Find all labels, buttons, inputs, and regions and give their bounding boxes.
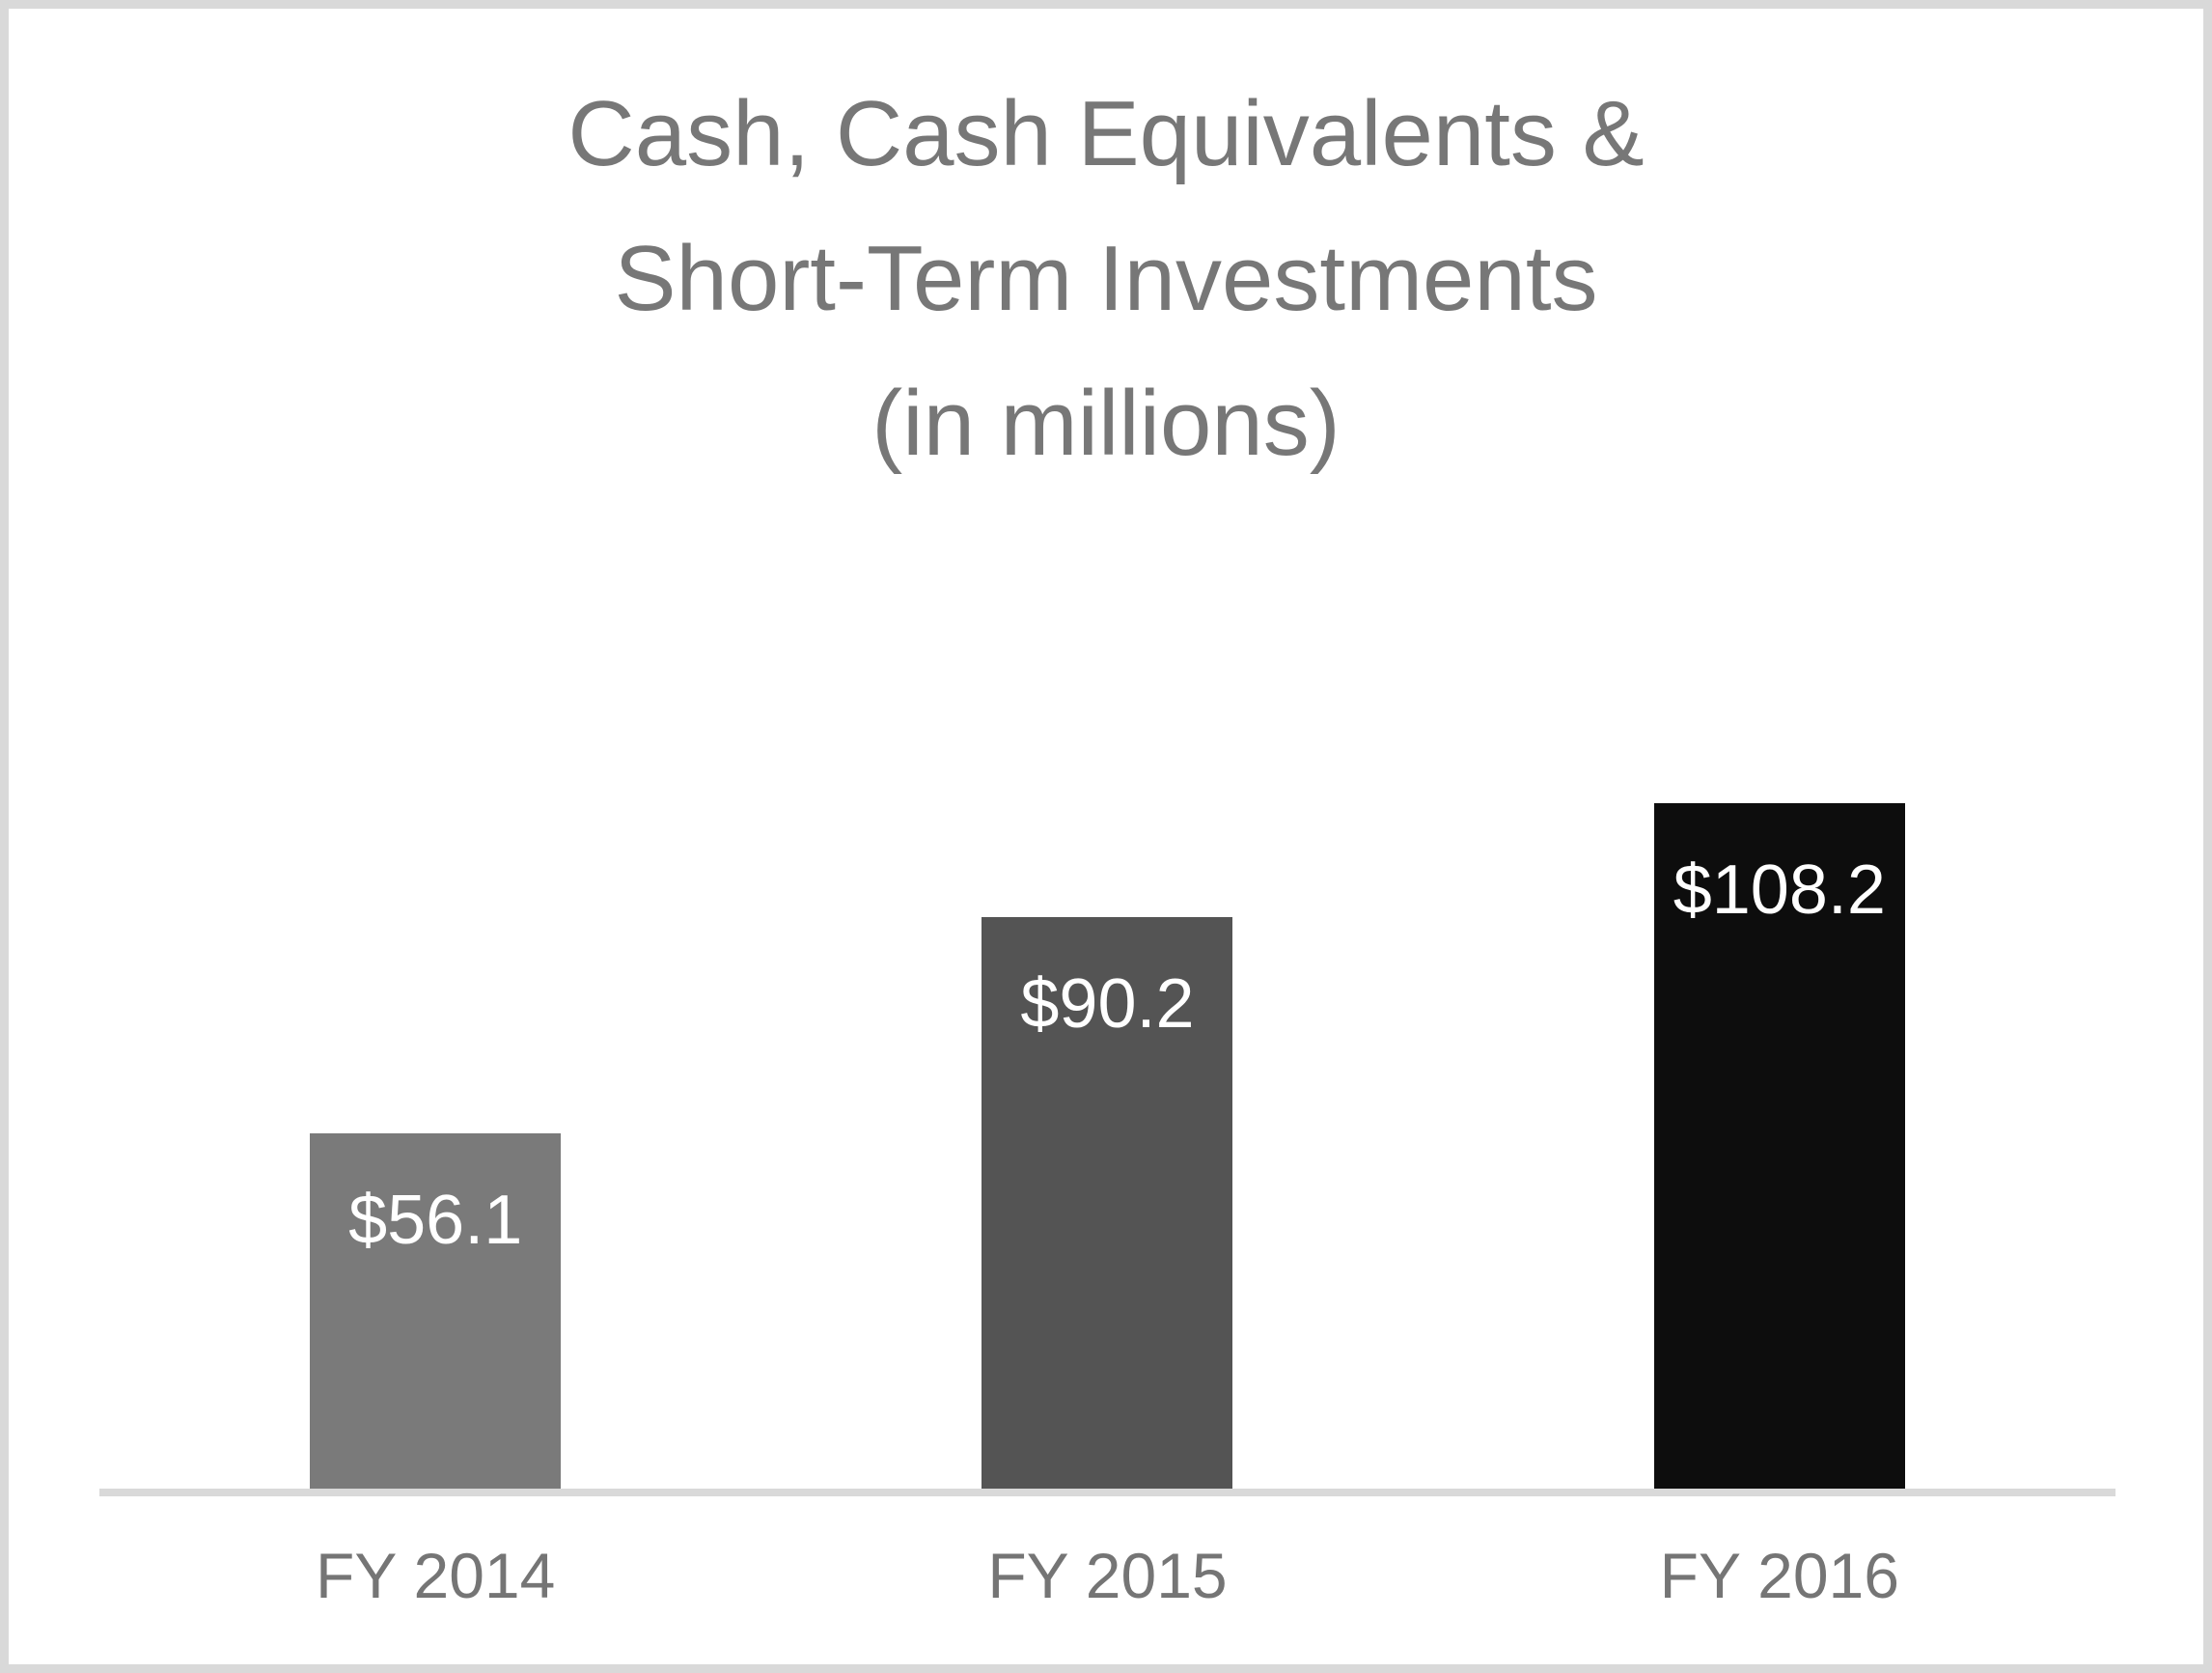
x-axis-label-fy2016: FY 2016 [1659,1540,1899,1611]
bar-fy2014: $56.1 [310,1133,562,1489]
chart-title: Cash, Cash Equivalents & Short-Term Inve… [9,62,2203,496]
bar-value-label-fy2016: $108.2 [1673,851,1886,929]
bar-value-label-fy2015: $90.2 [1020,965,1195,1043]
bar-value-label-fy2014: $56.1 [348,1182,523,1259]
x-axis-labels: FY 2014 FY 2015 FY 2016 [99,1544,2115,1607]
bar-fy2016: $108.2 [1653,803,1905,1489]
x-axis-line [99,1489,2115,1496]
x-axis-label-fy2015: FY 2015 [987,1540,1228,1611]
chart-title-line-1: Cash, Cash Equivalents & [567,82,1645,185]
bar-column-fy2016: $108.2 [1444,803,2115,1489]
bar-fy2015: $90.2 [982,917,1233,1489]
plot-area: $56.1 $90.2 $108.2 [99,803,2115,1489]
chart-title-line-3: (in millions) [871,372,1341,475]
bar-column-fy2014: $56.1 [99,803,771,1489]
bar-column-fy2015: $90.2 [771,803,1443,1489]
x-axis-label-fy2014: FY 2014 [316,1540,556,1611]
chart-title-line-2: Short-Term Investments [614,227,1598,330]
